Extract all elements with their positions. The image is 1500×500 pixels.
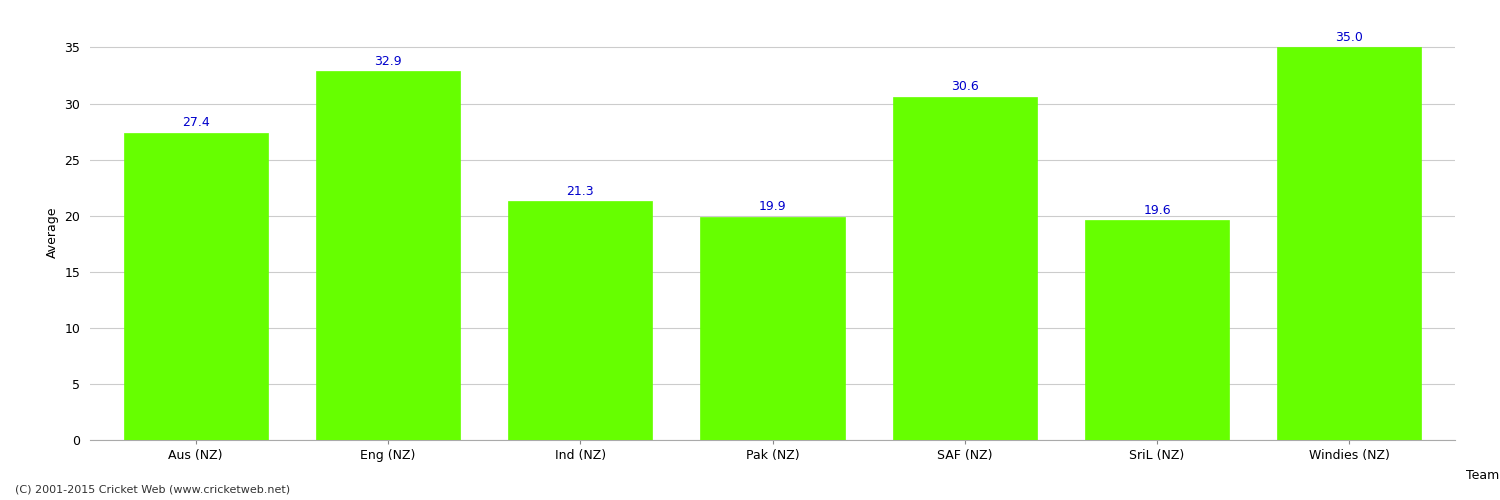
Text: 19.6: 19.6 [1143,204,1172,217]
Bar [1276,48,1422,440]
Text: 35.0: 35.0 [1335,31,1364,44]
Text: 32.9: 32.9 [374,54,402,68]
Y-axis label: Average: Average [46,207,58,258]
Bar [316,71,460,440]
Text: 30.6: 30.6 [951,80,978,94]
Bar [700,217,844,440]
Text: 21.3: 21.3 [567,184,594,198]
Bar [509,201,652,440]
Text: (C) 2001-2015 Cricket Web (www.cricketweb.net): (C) 2001-2015 Cricket Web (www.cricketwe… [15,485,290,495]
Text: 19.9: 19.9 [759,200,786,213]
Bar [892,97,1036,440]
Bar [1084,220,1228,440]
Bar [123,132,268,440]
X-axis label: Team: Team [1466,469,1498,482]
Text: 27.4: 27.4 [182,116,210,130]
